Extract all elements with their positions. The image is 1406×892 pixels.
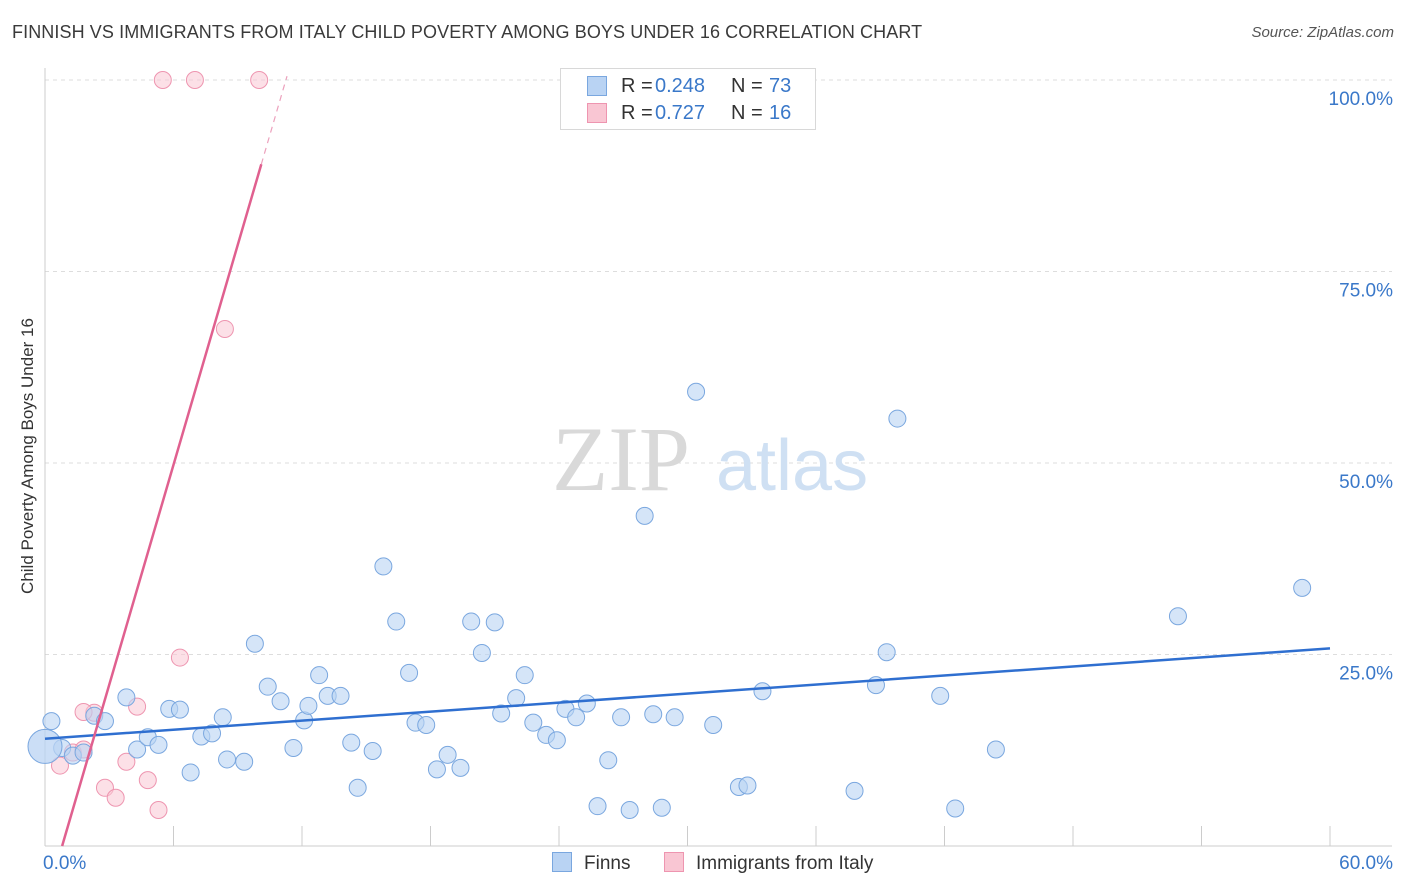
finns-point (620, 800, 639, 819)
finns-point (704, 715, 723, 734)
finns-point (547, 731, 566, 750)
finns-point (524, 713, 543, 732)
italy-legend-swatch (664, 852, 684, 872)
finns-point (117, 688, 136, 707)
finns-point (258, 677, 277, 696)
watermark-zip: ZIP (552, 408, 690, 510)
italy-swatch (587, 103, 607, 123)
finns-point (310, 666, 329, 685)
finns-point (472, 643, 491, 662)
finns-point (845, 781, 864, 800)
finns-point (485, 613, 504, 632)
finns-point (599, 751, 618, 770)
finns-point (577, 694, 596, 713)
finns-point (462, 612, 481, 631)
finns-point (1168, 607, 1187, 626)
finns-point (203, 724, 222, 743)
finns-point (213, 708, 232, 727)
y-tick-label: 75.0% (1339, 281, 1393, 302)
finns-point (687, 382, 706, 401)
finns-point (417, 715, 436, 734)
italy-point (117, 752, 136, 771)
finns-legend-label: Finns (584, 853, 631, 874)
finns-point (515, 666, 534, 685)
italy-point (250, 71, 269, 89)
finns-point (218, 750, 237, 769)
finns-r-value: 0.248 (655, 75, 706, 97)
x-tick-label: 0.0% (43, 853, 86, 874)
y-tick-label: 50.0% (1339, 472, 1393, 493)
finns-point (612, 708, 631, 727)
y-tick-label: 25.0% (1339, 664, 1393, 685)
finns-point (374, 557, 393, 576)
finns-point (363, 742, 382, 761)
finns-point (342, 733, 361, 752)
italy-trendline (60, 163, 263, 847)
italy-point (215, 319, 234, 338)
finns-point (877, 643, 896, 662)
y-tick-label: 100.0% (1329, 89, 1394, 110)
italy-point (138, 771, 157, 790)
italy-r-value: 0.727 (655, 102, 706, 124)
chart-title: FINNISH VS IMMIGRANTS FROM ITALY CHILD P… (12, 22, 923, 42)
finns-point (888, 409, 907, 428)
italy-point (50, 756, 69, 775)
italy-legend-label: Immigrants from Italy (696, 853, 874, 874)
finns-point (128, 740, 147, 759)
finns-point (149, 735, 168, 754)
r-label: R = (621, 75, 653, 97)
finns-point (271, 692, 290, 711)
finns-point (1293, 578, 1312, 597)
finns-point (331, 686, 350, 705)
finns-point (235, 752, 254, 771)
finns-point (181, 763, 200, 782)
finns-point (946, 799, 965, 818)
finns-point (644, 705, 663, 724)
r-label: R = (621, 102, 653, 124)
n-label: N = (731, 102, 763, 124)
italy-trendline-extension (260, 76, 288, 165)
finns-point (738, 776, 757, 795)
finns-point (284, 738, 303, 757)
finns-point (299, 696, 318, 715)
x-tick-label: 60.0% (1339, 853, 1393, 874)
finns-point (427, 760, 446, 779)
finns-point (635, 506, 654, 525)
finns-point (931, 686, 950, 705)
n-label: N = (731, 75, 763, 97)
finns-point (986, 740, 1005, 759)
watermark-atlas: atlas (716, 426, 868, 506)
finns-point (652, 798, 671, 817)
finns-point (665, 708, 684, 727)
italy-point (106, 788, 125, 807)
finns-point (387, 612, 406, 631)
finns-point (348, 778, 367, 797)
finns-legend-swatch (552, 852, 572, 872)
finns-cluster-point (27, 728, 63, 764)
italy-point (153, 71, 172, 89)
correlation-legend: R = 0.248 N = 73 R = 0.727 N = 16 (560, 68, 816, 130)
finns-point (245, 634, 264, 653)
italy-point (185, 71, 204, 89)
bottom-legend-italy: Immigrants from Italy (664, 852, 873, 875)
finns-swatch (587, 76, 607, 96)
italy-n-value: 16 (769, 102, 792, 124)
finns-point (170, 700, 189, 719)
finns-point (492, 704, 511, 723)
bottom-legend-finns: Finns (552, 852, 630, 875)
italy-point (170, 648, 189, 667)
finns-point (400, 663, 419, 682)
finns-n-value: 73 (769, 75, 792, 97)
finns-point (567, 708, 586, 727)
finns-point (42, 712, 61, 731)
finns-point (451, 758, 470, 777)
source-label: Source: ZipAtlas.com (1251, 24, 1394, 41)
finns-point (438, 745, 457, 764)
finns-point (588, 797, 607, 816)
y-axis-label: Child Poverty Among Boys Under 16 (18, 318, 37, 594)
finns-point (753, 682, 772, 701)
italy-point (149, 800, 168, 819)
finns-trendline (44, 647, 1331, 741)
